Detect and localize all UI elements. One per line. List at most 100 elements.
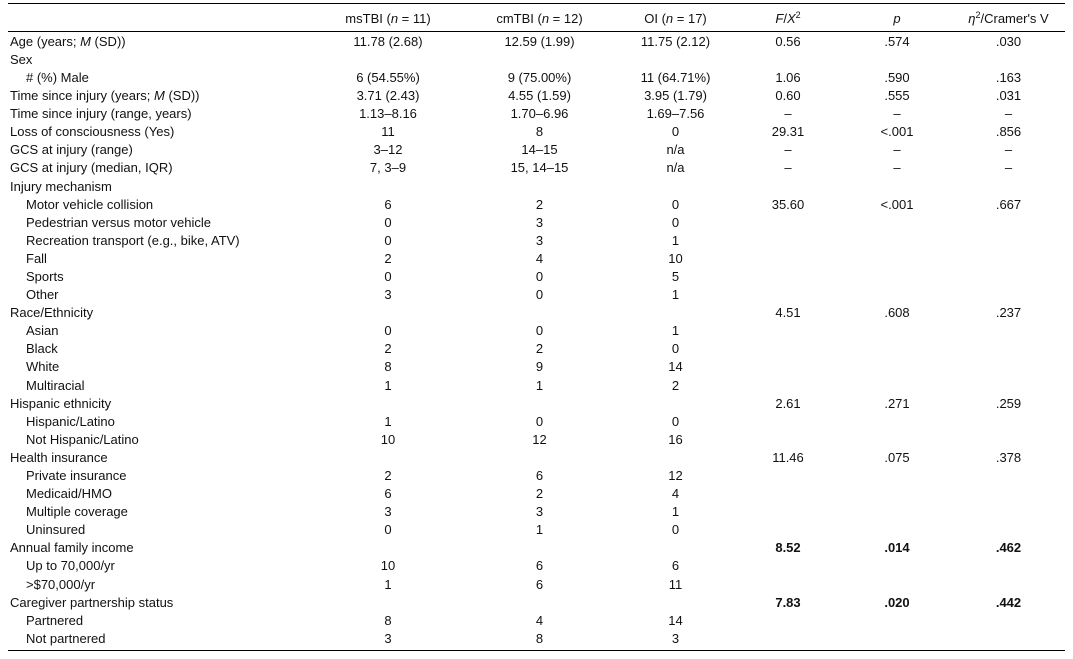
cell-p — [842, 286, 952, 304]
cell-ms: 0 — [384, 214, 392, 230]
table-row: # (%) Male 6 (54.55%) 9 (75.00%) 11 (64.71%… — [8, 69, 1065, 87]
table-row: Fall 2 4 10 — [8, 250, 1065, 268]
table-row: Motor vehicle collision 6 2 0 35.60 <.001 .667 — [8, 195, 1065, 213]
cell-f — [734, 503, 842, 521]
header-mstbi-n: n — [390, 11, 399, 26]
cell-p — [842, 51, 952, 69]
cell-label: Health insurance — [10, 449, 108, 465]
table-row: >$70,000/yr 1 6 11 — [8, 575, 1065, 593]
demographics-table: msTBI (n = 11) cmTBI (n = 12) OI (n = 17… — [8, 2, 1065, 651]
table-row: Sex — [8, 51, 1065, 69]
mean-symbol: M — [80, 33, 91, 49]
cell-eta — [952, 575, 1065, 593]
cell-eta: – — [1004, 160, 1013, 176]
cell-oi — [617, 394, 734, 412]
cell-p: .555 — [884, 88, 910, 104]
cell-label: Age (years; M (SD)) — [10, 33, 126, 49]
cell-f — [734, 340, 842, 358]
cell-f: – — [784, 160, 792, 176]
cell-eta: .031 — [995, 88, 1022, 104]
cell-p: .020 — [884, 594, 910, 610]
cell-eta: .462 — [995, 540, 1022, 556]
table-row: Other 3 0 1 — [8, 286, 1065, 304]
cell-eta: .667 — [995, 196, 1022, 212]
header-x: X — [786, 11, 796, 26]
cell-oi: 11 — [668, 576, 683, 592]
cell-oi: 1 — [671, 504, 680, 520]
cell-eta: .163 — [995, 69, 1022, 85]
cell-f — [734, 430, 842, 448]
cell-oi: 0 — [671, 341, 680, 357]
cell-label: Multiracial — [26, 377, 85, 393]
table-row: Black 2 2 0 — [8, 340, 1065, 358]
cell-ms: 3.71 (2.43) — [356, 88, 420, 104]
cell-label: Partnered — [26, 612, 84, 628]
header-label — [8, 2, 314, 33]
table-row: Time since injury (range, years) 1.13–8.1… — [8, 105, 1065, 123]
cell-eta — [952, 286, 1065, 304]
header-cmtbi-group: cmTBI — [496, 11, 534, 26]
cell-label: Not Hispanic/Latino — [26, 431, 139, 447]
cell-ms: 3 — [314, 629, 462, 651]
cell-f — [734, 521, 842, 539]
cell-f: 1.06 — [775, 69, 801, 85]
cell-oi: 12 — [668, 468, 683, 483]
cell-cm: 0 — [535, 323, 544, 339]
table-row: Hispanic ethnicity 2.61 .271 .259 — [8, 394, 1065, 412]
cell-label: Sex — [10, 51, 33, 67]
cell-cm: 8 — [535, 124, 544, 140]
cell-oi: 10 — [668, 250, 683, 266]
cell-label: Sports — [26, 268, 64, 284]
cell-ms — [314, 449, 462, 467]
cell-p — [842, 213, 952, 231]
cell-ms: 6 — [384, 196, 392, 212]
cell-p — [842, 231, 952, 249]
cell-label: Asian — [26, 323, 59, 339]
cell-eta — [952, 213, 1065, 231]
table-row: Multiple coverage 3 3 1 — [8, 503, 1065, 521]
table-row: Race/Ethnicity 4.51 .608 .237 — [8, 304, 1065, 322]
header-oi: OI (n = 17) — [617, 2, 734, 33]
cell-f — [734, 286, 842, 304]
table-row: Injury mechanism — [8, 177, 1065, 195]
table-row: Health insurance 11.46 .075 .378 — [8, 449, 1065, 467]
cell-p: .075 — [884, 449, 910, 465]
cell-cm — [462, 304, 617, 322]
table-row: Asian 0 0 1 — [8, 322, 1065, 340]
cell-cm: 12.59 (1.99) — [504, 33, 575, 49]
cell-cm: 4 — [535, 250, 544, 266]
table-row: Time since injury (years; M (SD)) 3.71 (2… — [8, 87, 1065, 105]
cell-f: – — [784, 106, 792, 122]
table-row: Not partnered 3 8 3 — [8, 629, 1065, 651]
cell-eta — [952, 358, 1065, 376]
cell-label: Fall — [26, 250, 47, 266]
cell-eta: .030 — [995, 33, 1022, 49]
cell-label: Loss of consciousness (Yes) — [10, 124, 175, 140]
cell-f: – — [784, 142, 792, 158]
cell-ms: 8 — [384, 612, 392, 628]
cell-cm: 12 — [532, 431, 547, 447]
header-x-sup: 2 — [795, 10, 801, 20]
cell-p: – — [893, 160, 901, 176]
cell-cm: 2 — [535, 341, 544, 357]
cell-p — [842, 340, 952, 358]
cell-p — [842, 358, 952, 376]
cell-f — [734, 358, 842, 376]
cell-p: – — [893, 142, 901, 158]
cell-oi: 5 — [671, 268, 680, 284]
cell-oi: 14 — [668, 359, 683, 375]
table-row: White 8 9 14 — [8, 358, 1065, 376]
cell-f — [734, 177, 842, 195]
cell-cm: 3 — [535, 214, 544, 230]
cell-ms: 1.13–8.16 — [359, 106, 417, 122]
cell-label: Time since injury (range, years) — [10, 106, 192, 122]
cell-oi: 4 — [671, 486, 680, 502]
table-row: Private insurance 2 6 12 — [8, 467, 1065, 485]
cell-label: Injury mechanism — [10, 178, 112, 194]
cell-oi — [617, 304, 734, 322]
cell-eta: .378 — [995, 449, 1022, 465]
cell-label: Uninsured — [26, 522, 86, 538]
cell-ms: 3–12 — [373, 142, 403, 158]
cell-p — [842, 268, 952, 286]
cell-cm — [462, 394, 617, 412]
